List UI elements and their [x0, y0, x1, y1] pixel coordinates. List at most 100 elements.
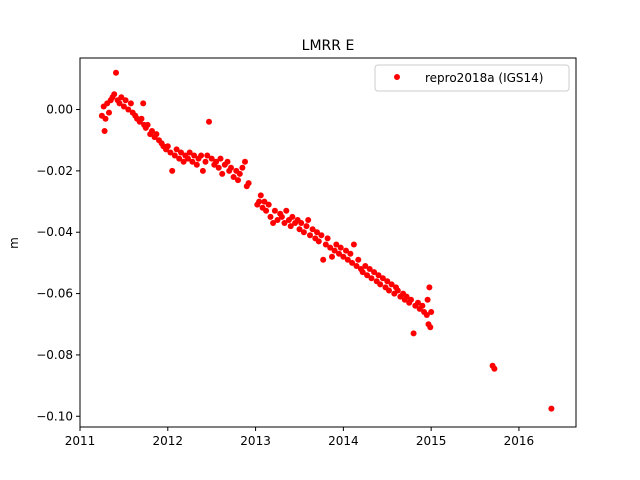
- data-point: [355, 256, 362, 263]
- data-point: [350, 241, 357, 248]
- data-point: [208, 155, 215, 162]
- data-point: [102, 115, 109, 122]
- data-point: [213, 158, 220, 165]
- y-tick-label: −0.02: [36, 164, 73, 178]
- data-point: [324, 235, 331, 242]
- data-point: [274, 217, 281, 223]
- data-point: [217, 155, 224, 162]
- data-point: [202, 158, 209, 165]
- data-point: [384, 278, 391, 285]
- data-point: [178, 149, 184, 156]
- data-point: [185, 155, 191, 162]
- data-point: [204, 152, 211, 159]
- data-point: [377, 281, 384, 288]
- data-point: [215, 164, 222, 171]
- data-point: [198, 152, 205, 159]
- data-point: [327, 244, 334, 251]
- data-point: [337, 244, 344, 251]
- data-point: [298, 220, 305, 226]
- data-point: [191, 152, 198, 159]
- data-point: [296, 226, 303, 233]
- y-tick-label: −0.08: [36, 348, 73, 362]
- data-point: [120, 103, 127, 110]
- data-point: [368, 275, 375, 282]
- data-point: [235, 177, 241, 184]
- y-tick-label: −0.10: [36, 409, 73, 423]
- x-tick-label: 2016: [504, 434, 535, 448]
- data-point: [257, 192, 264, 199]
- legend-label: repro2018a (IGS14): [425, 71, 543, 85]
- legend: repro2018a (IGS14): [374, 64, 570, 92]
- y-axis: 0.00 −0.02 −0.04 −0.06 −0.08 −0.10: [36, 103, 80, 423]
- data-point: [359, 269, 366, 276]
- data-point: [180, 158, 187, 165]
- data-point: [307, 232, 313, 239]
- data-point: [224, 158, 231, 165]
- data-point: [349, 259, 356, 266]
- data-point: [303, 223, 310, 230]
- x-axis: 2011 2012 2013 2014 2015 2016: [65, 427, 534, 448]
- data-point: [267, 213, 274, 220]
- data-point: [236, 170, 243, 177]
- data-point: [428, 309, 435, 315]
- data-point: [125, 106, 132, 113]
- data-point: [138, 115, 145, 122]
- data-point: [309, 226, 316, 233]
- data-point: [261, 198, 268, 205]
- data-point: [318, 232, 325, 239]
- data-point: [491, 365, 498, 372]
- data-point: [314, 229, 320, 236]
- data-point: [336, 250, 342, 257]
- data-point: [149, 128, 155, 134]
- data-point: [333, 241, 340, 248]
- data-point: [320, 256, 327, 263]
- data-point: [375, 272, 382, 279]
- data-point: [394, 287, 401, 294]
- y-tick-label: 0.00: [46, 103, 73, 117]
- legend-box: [374, 64, 570, 92]
- data-point: [419, 302, 426, 309]
- data-point: [122, 97, 129, 104]
- data-point: [364, 272, 371, 279]
- data-point: [242, 158, 248, 165]
- chart-title: LMRR E: [302, 38, 355, 54]
- data-point: [106, 109, 112, 116]
- data-point: [353, 263, 360, 269]
- data-point: [176, 155, 183, 162]
- data-point: [388, 281, 395, 288]
- data-point: [379, 275, 386, 282]
- data-point: [144, 121, 151, 128]
- data-point: [153, 131, 160, 138]
- data-point: [415, 299, 421, 306]
- data-point: [171, 152, 178, 159]
- data-point: [408, 296, 414, 303]
- data-point: [315, 238, 322, 245]
- data-point: [331, 247, 338, 254]
- x-tick-label: 2014: [328, 434, 359, 448]
- data-point: [548, 405, 555, 412]
- data-point: [386, 287, 392, 294]
- data-point: [116, 100, 123, 107]
- data-point: [186, 149, 193, 156]
- y-tick-label: −0.04: [36, 225, 73, 239]
- legend-marker: [394, 74, 400, 80]
- data-point: [423, 312, 430, 318]
- data-point: [199, 167, 206, 174]
- data-point: [362, 263, 369, 269]
- data-point: [281, 220, 288, 226]
- data-point: [287, 223, 294, 230]
- data-point: [193, 161, 200, 168]
- data-point: [343, 247, 349, 254]
- data-point: [265, 201, 272, 208]
- data-point: [127, 100, 134, 107]
- data-point: [410, 330, 417, 337]
- data-point: [189, 158, 196, 165]
- data-point: [278, 213, 285, 220]
- y-axis-label: m: [7, 237, 21, 249]
- data-point: [340, 253, 347, 260]
- data-point: [239, 164, 246, 171]
- scatter-points: [98, 69, 555, 412]
- data-point: [101, 128, 108, 134]
- data-point: [113, 69, 119, 76]
- data-point: [300, 229, 307, 236]
